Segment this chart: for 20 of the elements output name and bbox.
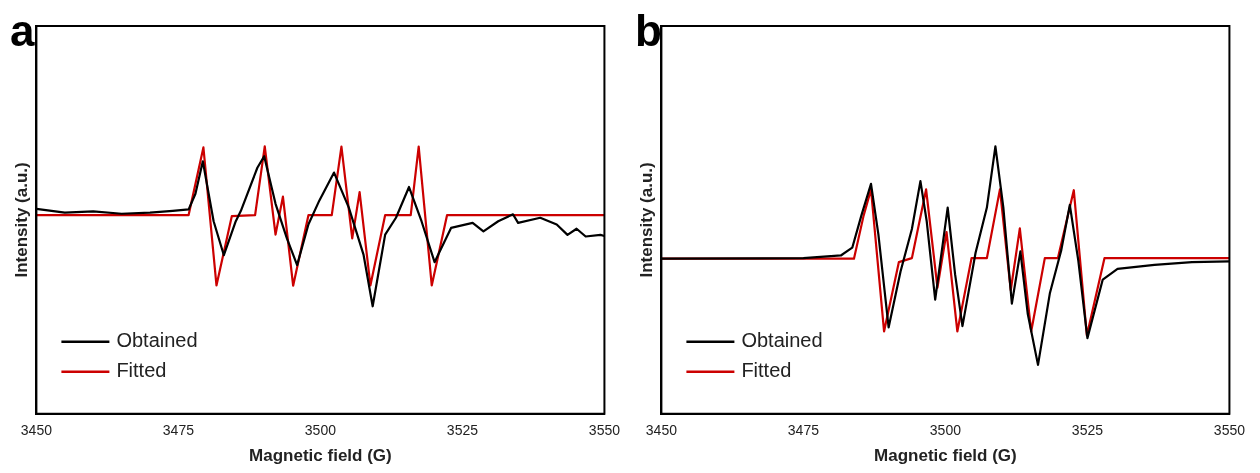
x-tick-label: 3550	[1213, 422, 1246, 439]
legend-label: Fitted	[741, 359, 792, 382]
x-tick-label: 3475	[787, 422, 820, 439]
x-tick-label: 3550	[588, 422, 621, 439]
x-tick-label: 3500	[304, 422, 337, 439]
x-tick-label: 3525	[446, 422, 479, 439]
legend-label: Obtained	[741, 329, 823, 352]
x-tick-label: 3475	[162, 422, 195, 439]
chart-title: b	[635, 6, 662, 56]
legend-label: Obtained	[116, 329, 198, 352]
legend-label: Fitted	[116, 359, 167, 382]
x-axis-title: Magnetic field (G)	[874, 446, 1017, 466]
x-tick-label: 3450	[20, 422, 53, 439]
y-axis-title: Intensity (a.u.)	[11, 162, 31, 278]
chart-title: a	[10, 6, 35, 56]
x-axis-title: Magnetic field (G)	[249, 446, 392, 466]
x-tick-label: 3500	[929, 422, 962, 439]
x-tick-label: 3450	[645, 422, 678, 439]
x-tick-label: 3525	[1071, 422, 1104, 439]
y-axis-title: Intensity (a.u.)	[636, 162, 656, 278]
